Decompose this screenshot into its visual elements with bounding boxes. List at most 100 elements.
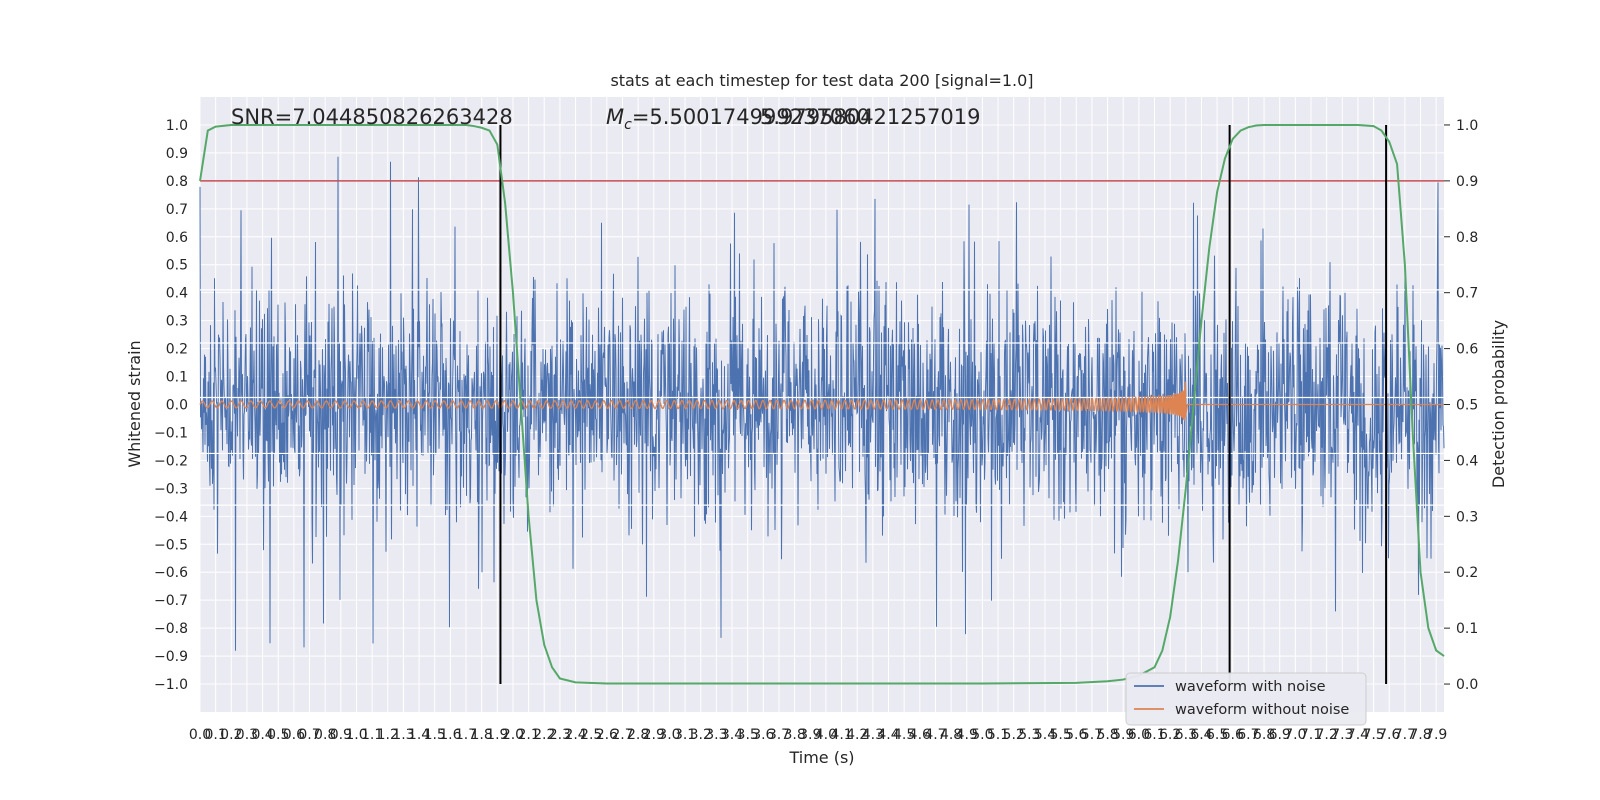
legend-box [1125, 672, 1367, 726]
x-tick-label-60: 6.0 [1128, 727, 1150, 743]
legend: waveform with noise waveform without noi… [1125, 672, 1367, 726]
x-tick-label-25: 2.5 [580, 727, 602, 743]
y-right-axis-label: Detection probability [1489, 320, 1508, 488]
x-tick-label-61: 6.1 [1143, 727, 1165, 743]
x-tick-label-55: 5.5 [1049, 727, 1071, 743]
mc-symbol: M [606, 105, 624, 129]
x-tick-label-70: 7.0 [1284, 727, 1306, 743]
y-tick-label-19: −0.9 [154, 649, 188, 665]
vertical-markers [499, 124, 1388, 685]
x-tick-label-75: 7.5 [1362, 727, 1384, 743]
noise-path [199, 156, 1445, 651]
x-tick-label-26: 2.6 [596, 727, 618, 743]
y-tick-label-10: 0.0 [166, 398, 188, 414]
mc-subscript: c [624, 117, 632, 133]
x-tick-label-72: 7.2 [1316, 727, 1338, 743]
x-tick-label-23: 2.3 [549, 727, 571, 743]
x-tick-label-24: 2.4 [564, 727, 586, 743]
y-tick-label-0: 1.0 [166, 118, 188, 134]
x-tick-label-17: 1.7 [455, 727, 477, 743]
x-tick-label-59: 5.9 [1112, 727, 1134, 743]
y-tick-label-15: −0.5 [154, 537, 188, 553]
x-tick-label-19: 1.9 [486, 727, 508, 743]
x-tick-label-32: 3.2 [690, 727, 712, 743]
x-tick-label-53: 5.3 [1018, 727, 1040, 743]
x-tick-label-12: 1.2 [377, 727, 399, 743]
x-tick-label-27: 2.7 [611, 727, 633, 743]
chart-title: stats at each timestep for test data 200… [610, 71, 1033, 90]
x-tick-label-49: 4.9 [956, 727, 978, 743]
x-tick-label-7: 0.7 [298, 727, 320, 743]
x-tick-label-68: 6.8 [1253, 727, 1275, 743]
x-tick-label-40: 4.0 [815, 727, 837, 743]
x-tick-label-0: 0.0 [189, 727, 211, 743]
x-tick-label-74: 7.4 [1347, 727, 1369, 743]
x-tick-label-76: 7.6 [1378, 727, 1400, 743]
x-axis-label: Time (s) [788, 748, 854, 767]
y-tick-label-3: 0.7 [166, 202, 188, 218]
y-tick-label-8: 0.2 [166, 342, 188, 358]
y-axis-label: Whitened strain [125, 340, 144, 467]
probability-path [199, 123, 1445, 685]
y-tick-label-4: 0.6 [166, 230, 188, 246]
x-tick-label-5: 0.5 [267, 727, 289, 743]
y-right-tick-label-8: 0.2 [1456, 565, 1478, 581]
y-tick-label-14: −0.4 [154, 509, 188, 525]
y-right-tick-label-7: 0.3 [1456, 509, 1478, 525]
x-tick-label-65: 6.5 [1206, 727, 1228, 743]
x-tick-label-48: 4.8 [940, 727, 962, 743]
chirp-path [199, 381, 1444, 421]
x-tick-label-22: 2.2 [533, 727, 555, 743]
y-right-tick-label-5: 0.5 [1456, 398, 1478, 414]
mc-annotation: Mc=5.500174999237060 [606, 105, 870, 133]
x-tick-label-11: 1.1 [361, 727, 383, 743]
x-tick-label-41: 4.1 [830, 727, 852, 743]
x-tick-label-64: 6.4 [1190, 727, 1212, 743]
y-tick-label-1: 0.9 [166, 146, 188, 162]
x-tick-label-78: 7.8 [1409, 727, 1431, 743]
x-tick-label-28: 2.8 [627, 727, 649, 743]
y-tick-label-13: −0.3 [154, 481, 188, 497]
snr-annotation: SNR=7.044850826263428 [231, 105, 513, 129]
x-tick-label-79: 7.9 [1425, 727, 1447, 743]
x-tick-label-6: 0.6 [283, 727, 305, 743]
y-right-tick-label-10: 0.0 [1456, 677, 1478, 693]
x-tick-label-43: 4.3 [862, 727, 884, 743]
x-tick-label-52: 5.2 [1003, 727, 1025, 743]
y-tick-label-6: 0.4 [166, 286, 188, 302]
x-tick-label-31: 3.1 [674, 727, 696, 743]
x-tick-label-34: 3.4 [721, 727, 743, 743]
x-tick-label-2: 0.2 [220, 727, 242, 743]
y-tick-label-5: 0.5 [166, 258, 188, 274]
y-tick-label-18: −0.8 [154, 621, 188, 637]
y-tick-label-17: −0.7 [154, 593, 188, 609]
x-tick-label-4: 0.4 [251, 727, 273, 743]
x-tick-label-67: 6.7 [1237, 727, 1259, 743]
y-tick-label-2: 0.8 [166, 174, 188, 190]
x-tick-label-57: 5.7 [1081, 727, 1103, 743]
x-tick-label-35: 3.5 [737, 727, 759, 743]
x-tick-label-46: 4.6 [909, 727, 931, 743]
y-right-tick-labels: 1.0 0.9 0.8 0.7 0.6 0.5 0.4 0.3 0.2 0.1 0.0 [1444, 118, 1478, 693]
x-tick-label-66: 6.6 [1222, 727, 1244, 743]
y-tick-label-11: −0.1 [154, 425, 188, 441]
legend-label-clean: waveform without noise [1175, 702, 1349, 718]
x-tick-labels: 0.00.10.20.30.40.50.60.70.80.91.01.11.21… [189, 727, 1447, 743]
x-tick-label-10: 1.0 [345, 727, 367, 743]
x-tick-label-73: 7.3 [1331, 727, 1353, 743]
y-right-tick-label-1: 0.9 [1456, 174, 1478, 190]
x-tick-label-20: 2.0 [502, 727, 524, 743]
y-right-tick-label-9: 0.1 [1456, 621, 1478, 637]
x-tick-label-77: 7.7 [1394, 727, 1416, 743]
x-tick-label-39: 3.9 [799, 727, 821, 743]
horizontal-white-lines [200, 289, 1444, 506]
x-tick-label-69: 6.9 [1269, 727, 1291, 743]
x-tick-label-62: 6.2 [1159, 727, 1181, 743]
x-tick-label-15: 1.5 [424, 727, 446, 743]
x-tick-label-29: 2.9 [643, 727, 665, 743]
x-tick-label-8: 0.8 [314, 727, 336, 743]
x-tick-label-3: 0.3 [236, 727, 258, 743]
y-right-tick-label-0: 1.0 [1456, 118, 1478, 134]
x-tick-label-71: 7.1 [1300, 727, 1322, 743]
